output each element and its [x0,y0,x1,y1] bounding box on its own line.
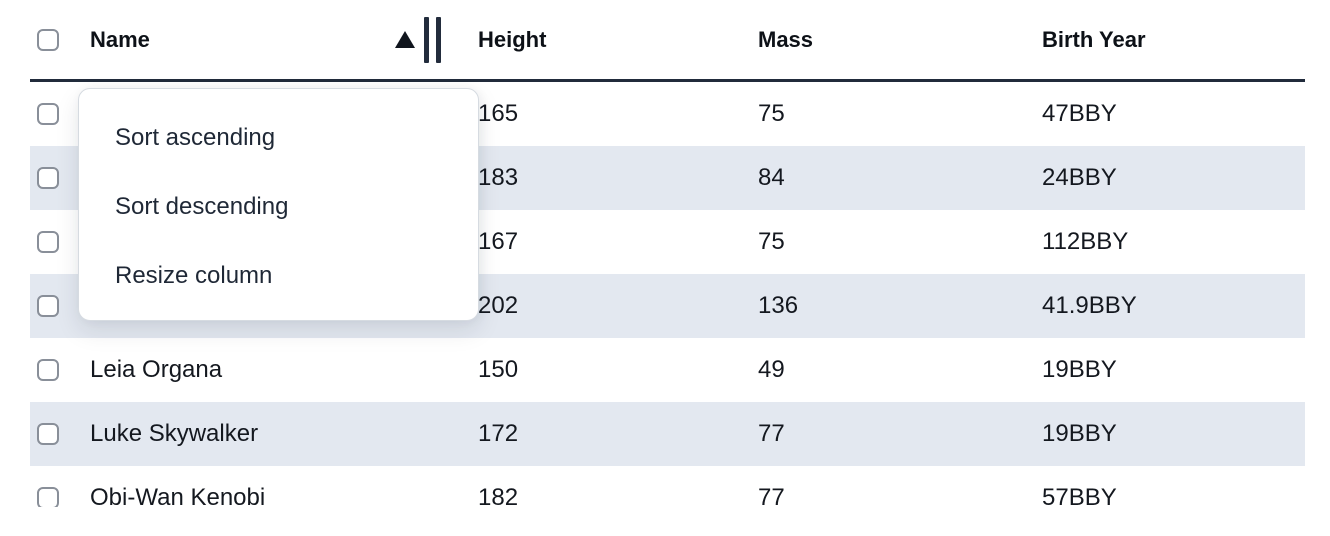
column-header-name[interactable]: Name [78,0,466,79]
column-header-birth-year[interactable]: Birth Year [1042,26,1146,52]
select-all-checkbox[interactable] [37,28,59,51]
row-checkbox-cell [30,146,78,210]
row-checkbox-cell [30,402,78,466]
cell-height: 150 [478,356,519,383]
cell-height: 165 [478,100,519,127]
column-header-name-label: Name [90,26,150,52]
cell-height: 172 [478,420,519,447]
row-checkbox[interactable] [37,295,59,317]
cell-name: Leia Organa [90,356,223,383]
cell-mass: 75 [758,100,785,127]
cell-height: 202 [478,292,519,319]
resize-bar [436,16,441,63]
cell-birth-year: 19BBY [1042,420,1117,447]
row-checkbox-cell [30,466,78,507]
row-checkbox-cell [30,82,78,146]
cell-height: 182 [478,484,519,507]
row-checkbox-cell [30,274,78,338]
cell-birth-year: 24BBY [1042,164,1117,191]
cell-mass: 77 [758,484,785,507]
cell-mass: 84 [758,164,785,191]
column-header-height[interactable]: Height [478,26,547,52]
column-resize-handle-icon[interactable] [424,16,441,63]
cell-mass: 75 [758,228,785,255]
row-checkbox-cell [30,210,78,274]
cell-mass: 49 [758,356,785,383]
cell-height: 167 [478,228,519,255]
resize-bar [424,16,429,63]
cell-birth-year: 57BBY [1042,484,1117,507]
cell-name: Obi-Wan Kenobi [90,484,266,507]
table-row[interactable]: Leia Organa 150 49 19BBY [30,338,1305,402]
row-checkbox-cell [30,338,78,402]
select-all-cell [30,0,78,79]
row-checkbox[interactable] [37,487,59,507]
column-header-mass[interactable]: Mass [758,26,814,52]
sort-ascending-icon [395,31,415,48]
column-context-menu: Sort ascending Sort descending Resize co… [78,88,479,321]
row-checkbox[interactable] [37,359,59,381]
table-header-row: Name Height Mass Birth Year [30,0,1305,82]
table-row[interactable]: Luke Skywalker 172 77 19BBY [30,402,1305,466]
menu-item-sort-ascending[interactable]: Sort ascending [115,123,276,151]
cell-mass: 136 [758,292,799,319]
cell-birth-year: 47BBY [1042,100,1117,127]
sort-controls [395,0,441,79]
cell-name: Luke Skywalker [90,420,259,447]
row-checkbox[interactable] [37,423,59,445]
row-checkbox[interactable] [37,103,59,125]
table-row[interactable]: Obi-Wan Kenobi 182 77 57BBY [30,466,1305,507]
cell-birth-year: 41.9BBY [1042,292,1137,319]
cell-mass: 77 [758,420,785,447]
cell-birth-year: 112BBY [1042,228,1129,255]
cell-birth-year: 19BBY [1042,356,1117,383]
row-checkbox[interactable] [37,231,59,253]
menu-item-sort-descending[interactable]: Sort descending [115,192,289,220]
cell-height: 183 [478,164,519,191]
row-checkbox[interactable] [37,167,59,189]
menu-item-resize-column[interactable]: Resize column [115,262,273,290]
